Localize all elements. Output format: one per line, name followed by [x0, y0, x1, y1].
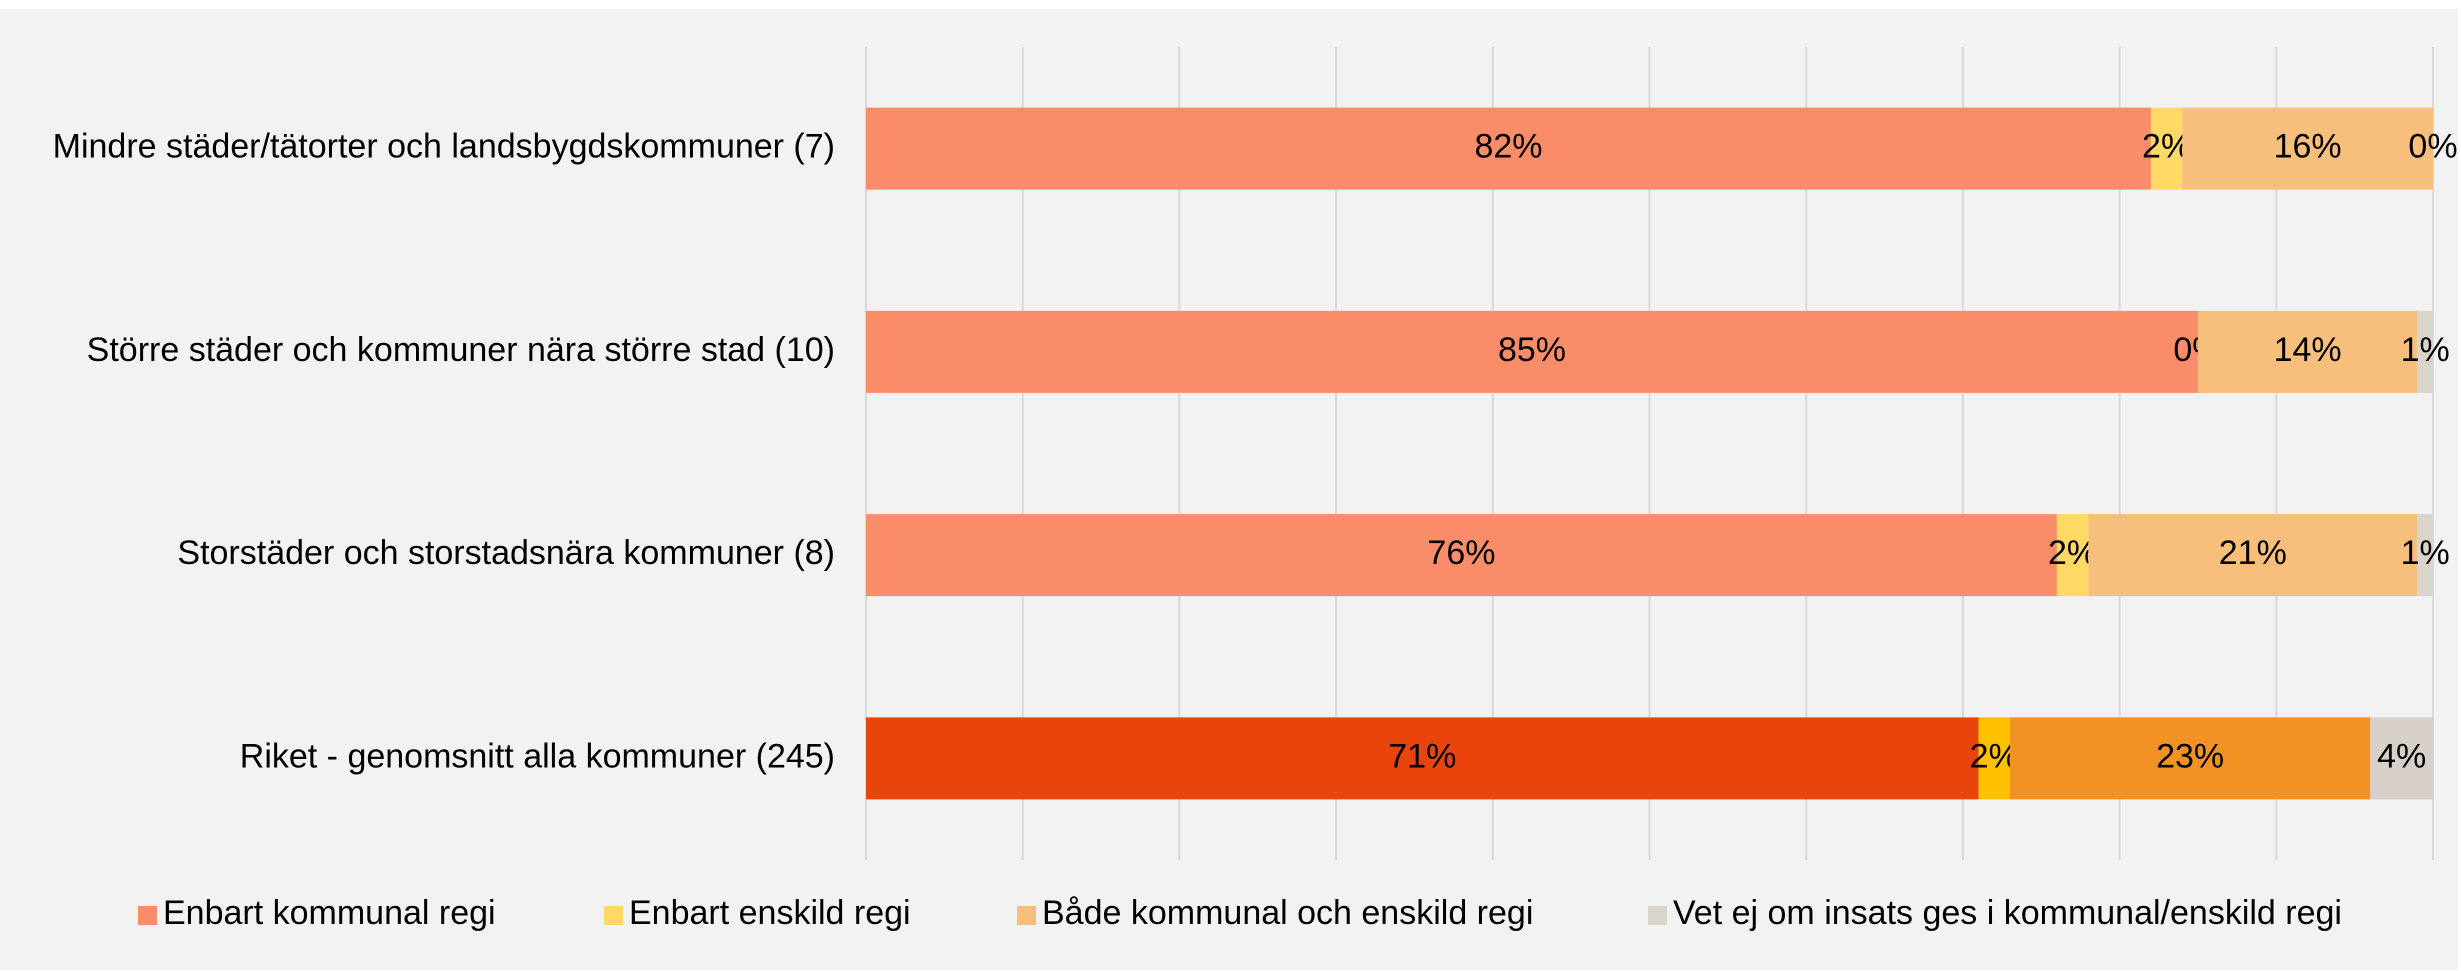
bar-segment — [866, 107, 2151, 190]
bar-segment — [2009, 717, 2371, 800]
data-label: 14% — [2274, 331, 2342, 369]
legend-swatch — [138, 906, 157, 925]
y-tick-label: Riket - genomsnitt alla kommuner (245) — [240, 737, 835, 775]
data-label: 0% — [2408, 128, 2457, 166]
data-label: 4% — [2377, 737, 2426, 775]
legend-label: Vet ej om insats ges i kommunal/enskild … — [1673, 894, 2342, 932]
y-tick-label: Storstäder och storstadsnära kommuner (8… — [177, 534, 835, 572]
y-tick-label: Mindre städer/tätorter och landsbygdskom… — [53, 128, 835, 166]
legend-label: Både kommunal och enskild regi — [1042, 894, 1533, 932]
bar-segment — [2088, 514, 2418, 597]
bar-segment — [2056, 514, 2089, 597]
bar-segment — [866, 310, 2198, 393]
bar-segment — [2370, 717, 2433, 800]
legend-label: Enbart enskild regi — [629, 894, 911, 932]
legend-swatch — [1017, 906, 1036, 925]
bar-segment — [2150, 107, 2183, 190]
data-label: 23% — [2156, 737, 2224, 775]
data-label: 82% — [1474, 128, 1542, 166]
bar-segment — [2417, 514, 2433, 597]
legend-swatch — [604, 906, 623, 925]
data-label: 85% — [1498, 331, 1566, 369]
data-label: 76% — [1427, 534, 1495, 572]
y-tick-label: Större städer och kommuner nära större s… — [87, 331, 835, 369]
bar-segment — [866, 514, 2057, 597]
bar-segment — [2182, 107, 2433, 190]
legend-label: Enbart kommunal regi — [163, 894, 496, 932]
legend-swatch — [1648, 906, 1667, 925]
bar-segment — [2197, 310, 2418, 393]
data-label: 1% — [2401, 331, 2450, 369]
bar-segment — [1978, 717, 2010, 800]
data-label: 71% — [1388, 737, 1456, 775]
bar-segment — [2417, 310, 2433, 393]
data-label: 21% — [2219, 534, 2287, 572]
bar-segment — [866, 717, 1979, 800]
data-label: 16% — [2274, 128, 2342, 166]
data-label: 1% — [2401, 534, 2450, 572]
